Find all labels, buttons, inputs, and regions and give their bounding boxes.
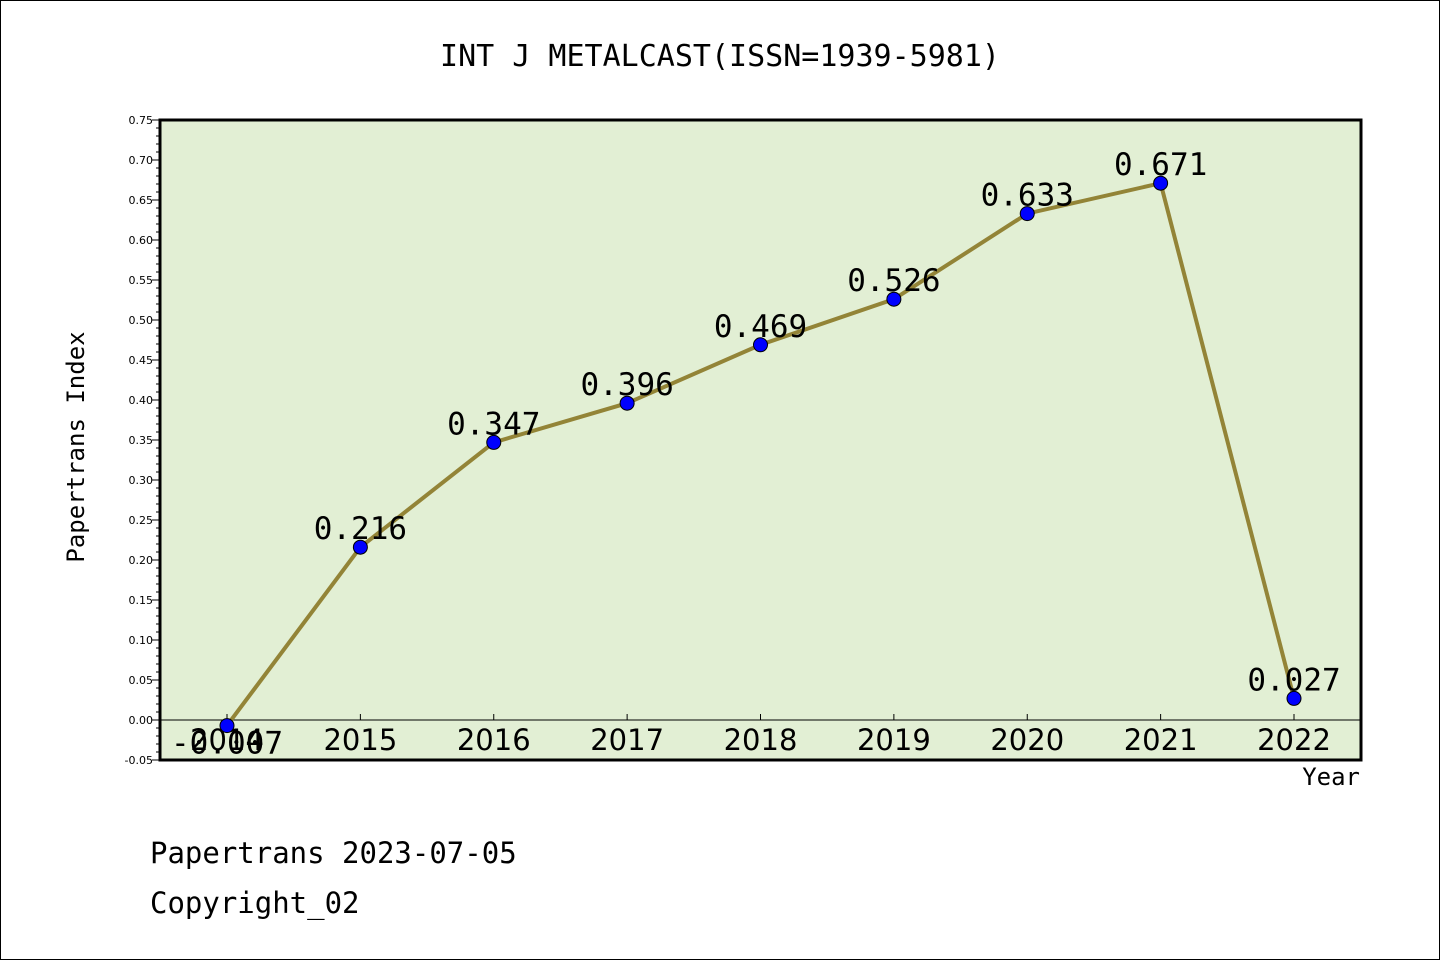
data-point — [1019, 206, 1035, 222]
data-markers — [219, 175, 1302, 734]
y-tick-label: 0.25 — [129, 514, 154, 527]
x-tick-label: 2015 — [323, 723, 397, 757]
data-label: 0.347 — [447, 406, 540, 442]
footer-copyright: Copyright_02 — [150, 886, 360, 920]
y-axis-ticks: -0.05 0.00 0.05 0.10 0.15 0.20 0.25 0.30 0.35 0.4… — [125, 114, 160, 767]
data-point — [1153, 175, 1169, 191]
y-tick-label: 0.05 — [129, 674, 154, 687]
y-tick-label: 0.35 — [129, 434, 154, 447]
x-tick-label: 2018 — [724, 723, 798, 757]
data-point — [486, 434, 502, 450]
data-label: 0.526 — [847, 263, 940, 299]
y-tick-label: 0.55 — [129, 274, 154, 287]
y-tick-label: 0.65 — [129, 194, 154, 207]
y-tick-label: 0.75 — [129, 114, 154, 127]
data-point — [1286, 690, 1302, 706]
plot-area — [160, 120, 1361, 760]
data-label: 0.396 — [580, 367, 673, 403]
x-axis-label: Year — [1302, 763, 1360, 791]
y-tick-label: 0.00 — [129, 714, 154, 727]
y-tick-label: 0.10 — [129, 634, 154, 647]
y-tick-label: 0.70 — [129, 154, 154, 167]
data-label: -0.007 — [171, 726, 283, 762]
data-point — [886, 291, 902, 307]
x-tick-label: 2016 — [457, 723, 531, 757]
data-point — [619, 395, 635, 411]
data-labels: -0.007 0.216 0.347 0.396 0.469 0.526 0.633 0.67… — [171, 147, 1341, 761]
data-label: 0.216 — [314, 511, 407, 547]
x-tick-label: 2019 — [857, 723, 931, 757]
y-tick-label: 0.40 — [129, 394, 154, 407]
data-point — [219, 718, 235, 734]
y-tick-label: 0.60 — [129, 234, 154, 247]
data-label: 0.671 — [1114, 147, 1207, 183]
data-point — [352, 539, 368, 555]
y-tick-label: 0.45 — [129, 354, 154, 367]
x-tick-label: 2017 — [590, 723, 664, 757]
x-tick-label: 2021 — [1124, 723, 1198, 757]
data-label: 0.469 — [714, 309, 807, 345]
x-tick-label: 2022 — [1257, 723, 1331, 757]
y-tick-label: 0.30 — [129, 474, 154, 487]
x-tick-label: 2020 — [990, 723, 1064, 757]
data-label: 0.633 — [981, 178, 1074, 214]
data-label: 0.027 — [1247, 662, 1340, 698]
y-tick-label: -0.05 — [125, 754, 153, 767]
footer-date: Papertrans 2023-07-05 — [150, 836, 517, 870]
y-axis-label: Papertrans Index — [62, 331, 90, 562]
y-tick-label: 0.20 — [129, 554, 154, 567]
y-tick-label: 0.50 — [129, 314, 154, 327]
y-tick-label: 0.15 — [129, 594, 154, 607]
chart-title: INT J METALCAST(ISSN=1939-5981) — [440, 39, 1000, 74]
data-point — [753, 337, 768, 353]
plot-border — [158, 118, 1363, 762]
